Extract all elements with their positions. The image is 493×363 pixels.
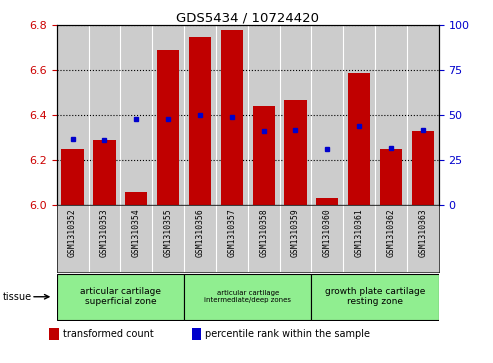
Text: GSM1310357: GSM1310357 [227, 208, 236, 257]
Text: tissue: tissue [2, 292, 32, 302]
FancyBboxPatch shape [184, 274, 312, 320]
Bar [221, 30, 243, 205]
Text: transformed count: transformed count [63, 329, 154, 339]
Text: percentile rank within the sample: percentile rank within the sample [205, 329, 370, 339]
Bar [93, 140, 115, 205]
Text: GSM1310360: GSM1310360 [323, 208, 332, 257]
Text: GSM1310362: GSM1310362 [387, 208, 395, 257]
Text: GSM1310352: GSM1310352 [68, 208, 77, 257]
Text: growth plate cartilage
resting zone: growth plate cartilage resting zone [325, 287, 425, 306]
FancyBboxPatch shape [312, 274, 439, 320]
Bar [348, 73, 370, 205]
Bar [125, 192, 147, 205]
Text: GSM1310355: GSM1310355 [164, 208, 173, 257]
Bar [62, 149, 84, 205]
Bar [189, 37, 211, 205]
Bar [380, 149, 402, 205]
Text: GSM1310353: GSM1310353 [100, 208, 109, 257]
Bar [49, 327, 59, 340]
Text: articular cartilage
intermediate/deep zones: articular cartilage intermediate/deep zo… [204, 290, 291, 303]
Text: GSM1310358: GSM1310358 [259, 208, 268, 257]
Bar [284, 99, 307, 205]
Text: GSM1310361: GSM1310361 [354, 208, 364, 257]
Bar [157, 50, 179, 205]
Text: GSM1310356: GSM1310356 [195, 208, 205, 257]
Bar [316, 198, 339, 205]
Text: GSM1310359: GSM1310359 [291, 208, 300, 257]
FancyBboxPatch shape [57, 274, 184, 320]
Bar [192, 327, 201, 340]
Bar [412, 131, 434, 205]
Text: articular cartilage
superficial zone: articular cartilage superficial zone [80, 287, 161, 306]
Text: GSM1310354: GSM1310354 [132, 208, 141, 257]
Title: GDS5434 / 10724420: GDS5434 / 10724420 [176, 11, 319, 24]
Text: GSM1310363: GSM1310363 [419, 208, 427, 257]
Bar [252, 106, 275, 205]
